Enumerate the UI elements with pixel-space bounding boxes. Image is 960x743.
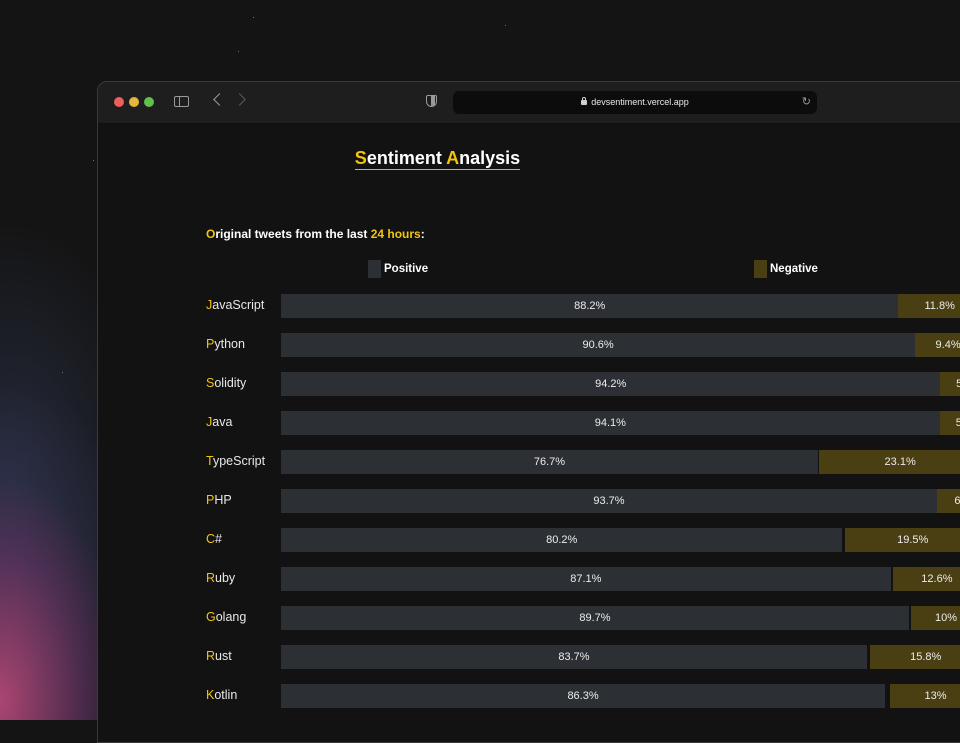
language-label: Kotlin [206,688,237,702]
language-label: Solidity [206,376,246,390]
negative-segment: 12.6% [893,567,960,591]
positive-segment: 94.1% [281,411,940,435]
minimize-window-button[interactable] [129,97,139,107]
language-label: Rust [206,649,232,663]
sentiment-bar: 90.6%9.4% [281,333,960,357]
subtitle-accent-letter: O [206,227,215,241]
language-label: JavaScript [206,298,264,312]
sentiment-bar: 88.2%11.8% [281,294,960,318]
language-label: Golang [206,610,246,624]
positive-segment: 83.7% [281,645,867,669]
back-icon[interactable] [213,93,226,106]
address-bar[interactable]: devsentiment.vercel.app ↻ [453,91,817,114]
legend-positive: Positive [368,260,428,278]
positive-segment: 94.2% [281,372,940,396]
chart-row: Golang 89.7%10% [98,606,960,630]
chart-row: Ruby 87.1%12.6% [98,567,960,591]
negative-segment: 6. [937,489,960,513]
chart-row: Kotlin 86.3%13% [98,684,960,708]
sentiment-bar: 94.1%5. [281,411,960,435]
chart-row: Python 90.6%9.4% [98,333,960,357]
positive-segment: 76.7% [281,450,818,474]
sentiment-bar: 89.7%10% [281,606,960,630]
negative-segment: 15.8% [870,645,960,669]
url-text: devsentiment.vercel.app [591,97,689,107]
title-accent-letter: S [355,148,367,168]
chart-row: Solidity 94.2%5. [98,372,960,396]
star [238,51,239,52]
legend-negative: Negative [754,260,818,278]
positive-segment: 88.2% [281,294,898,318]
negative-segment: 10% [911,606,960,630]
subtitle-colon: : [421,227,425,241]
language-label: TypeScript [206,454,265,468]
forward-icon[interactable] [233,93,246,106]
title-text-2: nalysis [459,148,520,168]
sentiment-bar: 83.7%15.8% [281,645,960,669]
page-title: Sentiment Analysis [98,148,777,169]
sidebar-toggle-icon[interactable] [174,96,189,107]
positive-segment: 89.7% [281,606,909,630]
positive-segment: 86.3% [281,684,885,708]
chart-row: C# 80.2%19.5% [98,528,960,552]
negative-segment: 5. [940,372,960,396]
positive-segment: 93.7% [281,489,937,513]
sentiment-bar: 80.2%19.5% [281,528,960,552]
page-content: Sentiment Analysis Original tweets from … [98,124,960,743]
browser-toolbar: devsentiment.vercel.app ↻ [98,82,960,124]
subtitle-text: riginal tweets from the last [215,227,370,241]
close-window-button[interactable] [114,97,124,107]
negative-segment: 5. [940,411,960,435]
subtitle: Original tweets from the last 24 hours: [206,227,425,241]
privacy-shield-icon[interactable] [426,95,437,107]
sentiment-bar: 87.1%12.6% [281,567,960,591]
language-label: C# [206,532,222,546]
sentiment-bar: 86.3%13% [281,684,960,708]
negative-segment: 23.1% [819,450,960,474]
legend-negative-swatch [754,260,767,278]
chart-row: TypeScript 76.7%23.1% [98,450,960,474]
negative-segment: 11.8% [898,294,960,318]
star [505,25,506,26]
negative-segment: 13% [890,684,960,708]
sentiment-bar: 93.7%6. [281,489,960,513]
browser-window: devsentiment.vercel.app ↻ Sentiment Anal… [97,81,960,743]
language-label: Ruby [206,571,235,585]
maximize-window-button[interactable] [144,97,154,107]
language-label: PHP [206,493,232,507]
language-label: Java [206,415,232,429]
negative-segment: 9.4% [915,333,960,357]
title-text: entiment [367,148,446,168]
chart-row: Rust 83.7%15.8% [98,645,960,669]
legend-negative-label: Negative [770,263,818,275]
subtitle-hours: 24 hours [371,227,421,241]
language-label: Python [206,337,245,351]
star [253,17,254,18]
star [93,160,94,161]
reload-icon[interactable]: ↻ [802,91,811,114]
star [62,372,63,373]
lock-icon [581,100,587,105]
positive-segment: 87.1% [281,567,891,591]
sentiment-bar: 94.2%5. [281,372,960,396]
chart-row: PHP 93.7%6. [98,489,960,513]
negative-segment: 19.5% [845,528,960,552]
chart-row: JavaScript 88.2%11.8% [98,294,960,318]
positive-segment: 90.6% [281,333,915,357]
title-accent-letter-2: A [446,148,459,168]
legend-positive-swatch [368,260,381,278]
positive-segment: 80.2% [281,528,842,552]
sentiment-bar: 76.7%23.1% [281,450,960,474]
legend-positive-label: Positive [384,263,428,275]
chart-row: Java 94.1%5. [98,411,960,435]
